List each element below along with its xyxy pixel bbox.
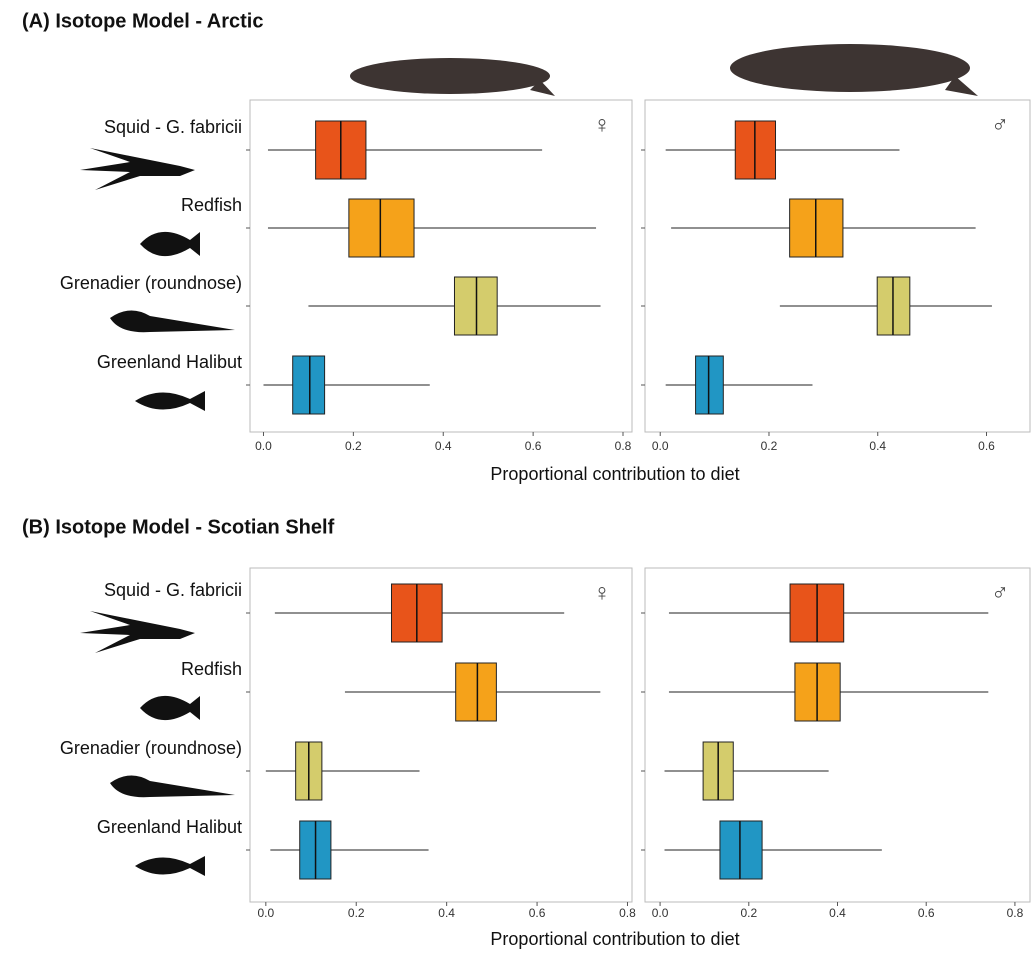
x-tick-label: 0.4 [869,439,886,453]
category-label: Greenland Halibut [97,817,242,837]
category-label: Squid - G. fabricii [104,117,242,137]
category-label: Greenland Halibut [97,352,242,372]
x-tick-label: 0.0 [257,906,274,920]
x-tick-label: 0.0 [652,439,669,453]
x-tick-label: 0.4 [435,439,452,453]
box [349,199,414,257]
x-axis-label: Proportional contribution to diet [490,929,739,949]
x-tick-label: 0.6 [525,439,542,453]
figure: 0.0 0.2 0.4 0.6 0.8 ♀ (A) Isotope Model - Arct… [0,0,1032,953]
x-axis-label: Proportional contribution to diet [490,464,739,484]
sex-symbol: ♂ [991,579,1009,606]
x-tick-label: 0.2 [761,439,778,453]
category-label: Squid - G. fabricii [104,580,242,600]
category-label: Redfish [181,195,242,215]
box [293,356,325,414]
x-tick-label: 0.2 [740,906,757,920]
x-tick-label: 0.6 [978,439,995,453]
x-tick-label: 0.2 [348,906,365,920]
x-tick-label: 0.8 [619,906,636,920]
x-tick-label: 0.6 [529,906,546,920]
sex-symbol: ♀ [593,579,611,606]
section-title: (B) Isotope Model - Scotian Shelf [22,516,335,538]
box [720,821,762,879]
x-tick-label: 0.8 [615,439,632,453]
category-label: Redfish [181,659,242,679]
x-tick-label: 0.0 [255,439,272,453]
x-tick-label: 0.6 [918,906,935,920]
category-label: Grenadier (roundnose) [60,273,242,293]
section-title: (A) Isotope Model - Arctic [22,10,263,32]
x-tick-label: 0.4 [829,906,846,920]
sex-symbol: ♂ [991,111,1009,138]
box [696,356,724,414]
box [456,663,497,721]
x-tick-label: 0.4 [438,906,455,920]
x-tick-label: 0.8 [1007,906,1024,920]
sex-symbol: ♀ [593,111,611,138]
x-tick-label: 0.2 [345,439,362,453]
x-tick-label: 0.0 [652,906,669,920]
category-label: Grenadier (roundnose) [60,738,242,758]
